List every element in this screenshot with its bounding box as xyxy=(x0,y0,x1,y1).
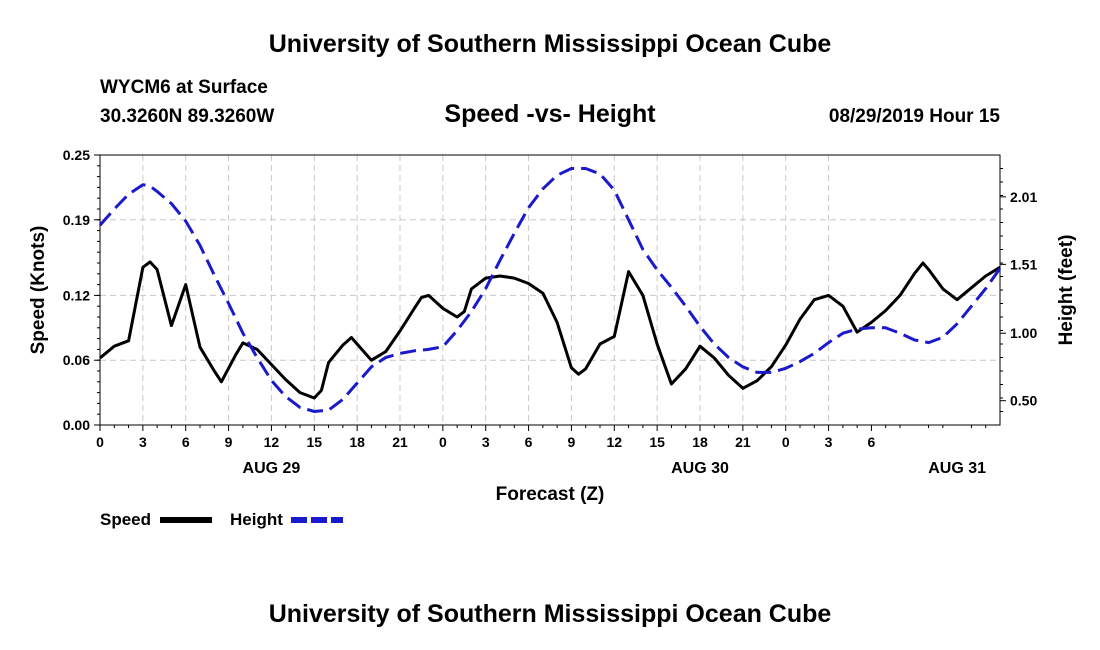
series-line-speed xyxy=(99,260,1001,400)
y-right-tick-label: 2.01 xyxy=(1010,189,1037,205)
x-tick-label: 6 xyxy=(182,434,190,450)
day-label: AUG 30 xyxy=(671,460,729,477)
x-axis-title: Forecast (Z) xyxy=(496,484,605,505)
y-left-tick-label: 0.19 xyxy=(63,212,90,228)
x-tick-label: 18 xyxy=(349,434,365,450)
y-left-tick-label: 0.12 xyxy=(63,287,90,303)
x-tick-label: 21 xyxy=(392,434,408,450)
plot-frame xyxy=(99,154,1001,426)
x-tick-label: 9 xyxy=(225,434,233,450)
x-tick-label: 21 xyxy=(735,434,751,450)
day-label: AUG 31 xyxy=(928,460,986,477)
x-tick-label: 9 xyxy=(568,434,576,450)
y-right-tick-label: 1.51 xyxy=(1010,256,1037,272)
coordinates-label: 30.3260N 89.3260W xyxy=(100,106,275,127)
x-tick-label: 12 xyxy=(606,434,622,450)
x-tick-label: 12 xyxy=(264,434,280,450)
y-right-axis-title: Height (feet) xyxy=(1056,235,1077,346)
x-tick-label: 3 xyxy=(139,434,147,450)
x-tick-label: 0 xyxy=(782,434,790,450)
x-tick-label: 0 xyxy=(96,434,104,450)
legend-height-label: Height xyxy=(230,510,283,529)
legend-speed-label: Speed xyxy=(100,510,151,529)
x-tick-label: 3 xyxy=(482,434,490,450)
x-tick-label: 3 xyxy=(825,434,833,450)
y-right-tick-label: 1.00 xyxy=(1010,325,1037,341)
footer-title: University of Southern Mississippi Ocean… xyxy=(268,600,832,628)
x-tick-label: 0 xyxy=(439,434,447,450)
x-tick-label: 18 xyxy=(692,434,708,450)
y-right-tick-label: 0.50 xyxy=(1010,393,1037,409)
x-tick-label: 15 xyxy=(306,434,322,450)
page-title: University of Southern Mississippi Ocean… xyxy=(268,30,832,58)
y-left-tick-label: 0.00 xyxy=(63,417,90,433)
day-label: AUG 29 xyxy=(243,460,301,477)
station-label: WYCM6 at Surface xyxy=(100,77,268,98)
y-left-tick-label: 0.25 xyxy=(63,147,90,163)
x-tick-label: 15 xyxy=(649,434,665,450)
series-line-height xyxy=(98,167,1002,413)
y-left-tick-label: 0.06 xyxy=(63,352,90,368)
y-left-axis-title: Speed (Knots) xyxy=(28,226,49,355)
date-hour-label: 08/29/2019 Hour 15 xyxy=(828,106,1000,127)
chart-title: Speed -vs- Height xyxy=(444,100,656,128)
x-tick-label: 6 xyxy=(525,434,533,450)
x-tick-label: 6 xyxy=(868,434,876,450)
